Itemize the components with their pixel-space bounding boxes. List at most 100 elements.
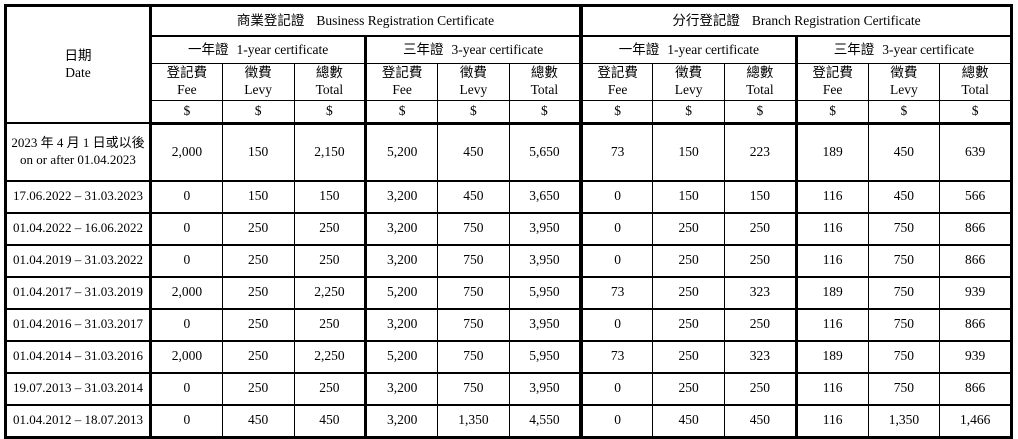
value-cell: 1,350 xyxy=(867,404,941,439)
value-cell: 450 xyxy=(867,122,941,182)
col-header-total: 總數 Total xyxy=(724,63,797,101)
value-cell: 1,350 xyxy=(437,404,510,439)
col-header-levy: 徵費 Levy xyxy=(437,63,510,101)
col-header-total: 總數 Total xyxy=(508,63,582,101)
registration-fee-document: 日期 Date 商業登記證 Business Registration Certi… xyxy=(4,4,1013,439)
date-cell: 01.04.2022 – 16.06.2022 xyxy=(5,212,151,246)
value-cell: 3,200 xyxy=(364,212,438,246)
value-cell: 0 xyxy=(579,244,654,278)
branch-3year-header: 三年證 3-year certificate xyxy=(794,35,1013,64)
value-cell: 323 xyxy=(724,340,797,374)
registration-fee-table: 日期 Date 商業登記證 Business Registration Certi… xyxy=(4,4,1013,439)
value-cell: 150 xyxy=(221,180,295,214)
value-cell: 450 xyxy=(293,404,367,439)
date-line: 01.04.2022 – 16.06.2022 xyxy=(13,220,143,236)
value-cell: 250 xyxy=(652,372,725,406)
value-cell: 323 xyxy=(724,276,797,310)
header-row-cert-types: 一年證 1-year certificate 三年證 3-year certific… xyxy=(6,35,1013,64)
value-cell: 450 xyxy=(867,180,941,214)
value-cell: 73 xyxy=(579,122,654,182)
value-cell: 750 xyxy=(867,244,941,278)
date-line: 17.06.2022 – 31.03.2023 xyxy=(13,188,143,204)
value-cell: 750 xyxy=(867,308,941,342)
currency-header: $ xyxy=(724,99,797,125)
value-cell: 3,950 xyxy=(508,244,582,278)
value-cell: 73 xyxy=(579,340,654,374)
col-header-fee: 登記費 Fee xyxy=(794,63,869,101)
table-row: 2023 年 4 月 1 日或以後 on or after 01.04.2023 2… xyxy=(5,122,1012,182)
value-cell: 3,950 xyxy=(508,308,582,342)
section-business-en: Business Registration Certificate xyxy=(316,12,495,28)
value-cell: 750 xyxy=(437,276,510,310)
value-cell: 250 xyxy=(221,212,295,246)
value-cell: 866 xyxy=(939,308,1012,342)
value-cell: 250 xyxy=(724,372,797,406)
value-cell: 250 xyxy=(652,212,725,246)
table-row: 01.04.2022 – 16.06.2022 0 250 250 3,200 750 3,… xyxy=(5,212,1012,246)
value-cell: 250 xyxy=(724,308,797,342)
value-cell: 150 xyxy=(293,180,367,214)
col-header-total: 總數 Total xyxy=(293,63,367,101)
value-cell: 0 xyxy=(149,180,223,214)
value-cell: 866 xyxy=(939,372,1012,406)
date-line: on or after 01.04.2023 xyxy=(20,152,136,167)
col-header-total: 總數 Total xyxy=(939,63,1012,101)
value-cell: 4,550 xyxy=(508,404,582,439)
date-column-header: 日期 Date xyxy=(5,5,151,125)
date-cell: 01.04.2019 – 31.03.2022 xyxy=(5,244,151,278)
value-cell: 0 xyxy=(579,308,654,342)
currency-header: $ xyxy=(149,99,223,125)
header-row-sections: 日期 Date 商業登記證 Business Registration Certi… xyxy=(5,5,1012,125)
value-cell: 150 xyxy=(221,122,295,182)
section-business-zh: 商業登記證 xyxy=(236,12,305,28)
currency-header: $ xyxy=(221,99,295,125)
value-cell: 250 xyxy=(221,244,295,278)
value-cell: 939 xyxy=(939,276,1012,310)
value-cell: 250 xyxy=(221,340,295,374)
value-cell: 250 xyxy=(221,276,295,310)
value-cell: 3,950 xyxy=(508,372,582,406)
value-cell: 750 xyxy=(437,244,510,278)
value-cell: 116 xyxy=(794,244,869,278)
cert-3year-zh: 三年證 xyxy=(833,41,875,57)
date-cell: 19.07.2013 – 31.03.2014 xyxy=(5,372,151,406)
col-header-levy: 徵費 Levy xyxy=(867,63,941,101)
value-cell: 250 xyxy=(293,372,367,406)
value-cell: 750 xyxy=(437,212,510,246)
date-line: 2023 年 4 月 1 日或以後 xyxy=(11,135,145,151)
date-cell: 17.06.2022 – 31.03.2023 xyxy=(5,180,151,214)
value-cell: 116 xyxy=(794,404,869,439)
value-cell: 750 xyxy=(867,340,941,374)
currency-header: $ xyxy=(293,99,367,125)
value-cell: 0 xyxy=(579,404,654,439)
currency-header: $ xyxy=(437,99,510,125)
date-line: 01.04.2017 – 31.03.2019 xyxy=(13,284,143,300)
currency-header: $ xyxy=(794,99,869,125)
date-line: 01.04.2019 – 31.03.2022 xyxy=(13,252,143,268)
value-cell: 1,466 xyxy=(939,404,1012,439)
value-cell: 250 xyxy=(652,308,725,342)
value-cell: 189 xyxy=(794,122,869,182)
value-cell: 2,000 xyxy=(149,340,223,374)
value-cell: 0 xyxy=(149,372,223,406)
value-cell: 5,200 xyxy=(364,340,438,374)
value-cell: 0 xyxy=(579,212,654,246)
value-cell: 0 xyxy=(579,372,654,406)
date-line: 01.04.2014 – 31.03.2016 xyxy=(13,348,143,364)
cert-1year-zh: 一年證 xyxy=(618,41,660,57)
value-cell: 150 xyxy=(724,180,797,214)
value-cell: 0 xyxy=(149,308,223,342)
value-cell: 5,200 xyxy=(364,276,438,310)
value-cell: 250 xyxy=(724,212,797,246)
date-cell: 01.04.2012 – 18.07.2013 xyxy=(5,404,151,439)
date-line: 01.04.2012 – 18.07.2013 xyxy=(13,412,143,428)
value-cell: 3,650 xyxy=(508,180,582,214)
cert-1year-en: 1-year certificate xyxy=(236,41,329,57)
value-cell: 116 xyxy=(794,372,869,406)
section-header-business: 商業登記證 Business Registration Certificate xyxy=(149,5,582,37)
value-cell: 2,000 xyxy=(149,276,223,310)
col-header-levy: 徵費 Levy xyxy=(221,63,295,101)
value-cell: 2,250 xyxy=(293,276,367,310)
value-cell: 866 xyxy=(939,212,1012,246)
value-cell: 3,200 xyxy=(364,244,438,278)
